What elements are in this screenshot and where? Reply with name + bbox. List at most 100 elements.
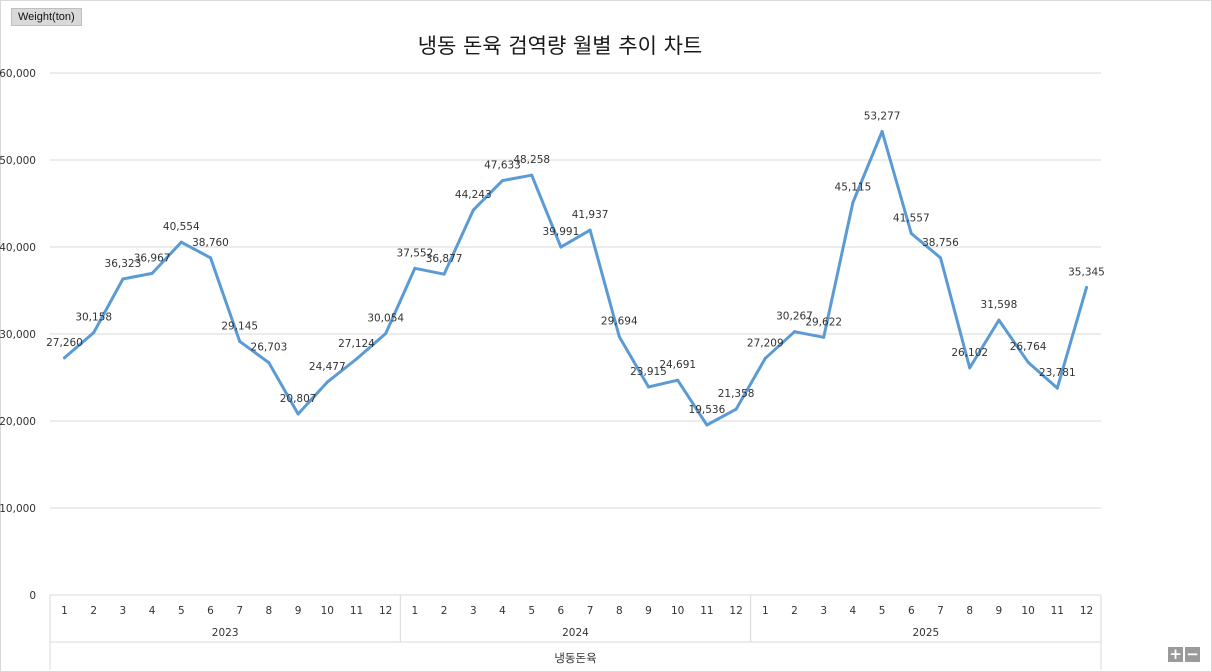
month-tick-label: 6	[558, 605, 565, 617]
month-tick-label: 9	[295, 605, 302, 617]
data-label: 47,633	[484, 160, 521, 172]
year-tick-label: 2024	[562, 627, 589, 639]
data-point	[413, 266, 417, 270]
month-tick-label: 5	[879, 605, 886, 617]
data-label: 48,258	[513, 154, 550, 166]
month-tick-label: 7	[587, 605, 594, 617]
data-point	[822, 335, 826, 339]
month-tick-label: 2	[791, 605, 798, 617]
y-tick-label: 50,000	[0, 155, 36, 167]
month-tick-label: 1	[61, 605, 68, 617]
data-point	[296, 412, 300, 416]
y-tick-label: 30,000	[0, 329, 36, 341]
data-label: 19,536	[689, 404, 726, 416]
data-label: 21,358	[718, 388, 755, 400]
y-tick-label: 40,000	[0, 242, 36, 254]
data-point	[384, 332, 388, 336]
month-tick-label: 8	[966, 605, 973, 617]
data-label: 24,477	[309, 361, 346, 373]
data-point	[150, 271, 154, 275]
data-point	[1055, 386, 1059, 390]
data-point	[1085, 285, 1088, 289]
y-tick-label: 0	[29, 590, 36, 602]
data-label: 27,209	[747, 337, 784, 349]
data-point	[968, 366, 972, 370]
data-label: 27,124	[338, 338, 375, 350]
data-point	[238, 339, 242, 343]
month-tick-label: 11	[700, 605, 713, 617]
data-point	[442, 272, 446, 276]
data-label: 37,552	[397, 247, 434, 259]
data-point	[471, 208, 475, 212]
data-label: 23,781	[1039, 367, 1076, 379]
data-point	[588, 228, 592, 232]
data-point	[647, 385, 650, 389]
data-label: 40,554	[163, 221, 200, 233]
data-label: 38,756	[922, 237, 959, 249]
data-label: 30,267	[776, 311, 813, 323]
data-point	[997, 318, 1001, 322]
data-point	[92, 331, 96, 335]
month-tick-label: 1	[762, 605, 769, 617]
month-tick-label: 2	[90, 605, 97, 617]
month-tick-label: 4	[850, 605, 857, 617]
data-label: 35,345	[1068, 266, 1105, 278]
data-label: 23,915	[630, 366, 667, 378]
data-label: 36,967	[134, 252, 171, 264]
month-tick-label: 1	[412, 605, 419, 617]
data-point	[267, 361, 271, 365]
month-tick-label: 10	[1021, 605, 1034, 617]
month-tick-label: 4	[149, 605, 156, 617]
data-label: 39,991	[543, 226, 580, 238]
year-tick-label: 2023	[212, 627, 239, 639]
data-label: 30,158	[75, 312, 112, 324]
data-label: 20,807	[280, 393, 317, 405]
month-tick-label: 9	[645, 605, 652, 617]
data-label: 29,145	[221, 320, 258, 332]
month-tick-label: 3	[120, 605, 127, 617]
data-point	[1026, 360, 1030, 364]
data-label: 24,691	[659, 359, 696, 371]
data-label: 26,703	[251, 342, 288, 354]
data-label: 45,115	[835, 181, 872, 193]
month-tick-label: 2	[441, 605, 448, 617]
y-tick-label: 20,000	[0, 416, 36, 428]
month-tick-label: 7	[937, 605, 944, 617]
series-line	[63, 130, 1088, 427]
data-label: 36,323	[105, 258, 142, 270]
data-point	[63, 356, 66, 360]
data-point	[734, 407, 738, 411]
month-tick-label: 4	[499, 605, 506, 617]
chart-title: 냉동 돈육 검역량 월별 추이 차트	[417, 34, 703, 58]
month-tick-label: 6	[207, 605, 214, 617]
month-tick-label: 12	[1080, 605, 1093, 617]
data-label: 36,877	[426, 253, 463, 265]
month-tick-label: 9	[996, 605, 1003, 617]
zoom-out-button[interactable]: −	[1185, 645, 1200, 663]
month-tick-label: 3	[470, 605, 477, 617]
month-tick-label: 8	[616, 605, 623, 617]
month-tick-label: 5	[178, 605, 185, 617]
zoom-controls: + −	[1168, 647, 1202, 663]
data-point	[530, 173, 534, 177]
data-label: 26,102	[951, 347, 988, 359]
data-point	[939, 256, 942, 260]
data-point	[179, 240, 183, 244]
month-tick-label: 12	[379, 605, 392, 617]
y-axis-field-button[interactable]: Weight(ton)	[11, 8, 82, 26]
zoom-in-button[interactable]: +	[1168, 645, 1183, 663]
data-label: 29,694	[601, 316, 638, 328]
month-tick-label: 10	[671, 605, 684, 617]
x-axis-label: 냉동돈육	[554, 651, 596, 665]
month-tick-label: 7	[236, 605, 243, 617]
data-point	[121, 277, 125, 281]
year-tick-label: 2025	[912, 627, 939, 639]
month-tick-label: 11	[350, 605, 363, 617]
data-point	[325, 380, 329, 384]
month-tick-label: 12	[729, 605, 742, 617]
data-point	[909, 231, 913, 235]
data-point	[617, 335, 621, 339]
month-tick-label: 8	[266, 605, 273, 617]
data-point	[209, 256, 212, 260]
